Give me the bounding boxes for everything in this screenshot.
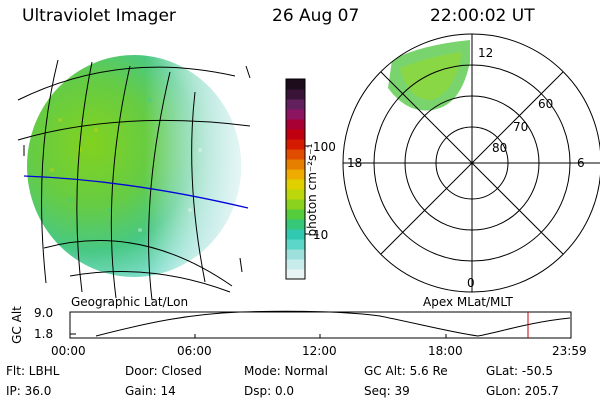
glat-readout: GLat: -50.5 [486,364,553,378]
colorbar-cell [286,79,305,90]
image-date: 26 Aug 07 [272,6,360,26]
meridian-line [191,91,206,283]
mlt-label-0: 0 [467,276,475,290]
mlt-label-18: 18 [347,156,363,170]
terminator-line [23,175,249,209]
meridian-line [76,61,93,293]
ip-readout: IP: 36.0 [6,384,52,398]
seq-readout: Seq: 39 [364,384,410,398]
colorbar [286,79,305,280]
time-tick-1200: 12:00 [302,344,337,358]
meridian-line [110,65,131,299]
geographic-image [27,55,241,277]
mlat-label-70: 70 [513,120,529,134]
image-time: 22:00:02 UT [430,6,535,26]
colorbar-cell [286,139,305,150]
time-tick-0600: 06:00 [177,344,212,358]
colorbar-cell [286,259,305,270]
time-tick-1800: 18:00 [428,344,463,358]
geographic-grid [17,59,251,301]
parallel-line [43,240,233,287]
altitude-tick-9: 9.0 [34,306,54,320]
meridian-line [148,71,171,301]
colorbar-cell [286,199,305,210]
colorbar-tick-label-10: 10 [313,228,329,242]
door-readout: Door: Closed [125,364,202,378]
gc-alt-readout: GC Alt: 5.6 Re [364,364,448,378]
glon-readout: GLon: 205.7 [486,384,559,398]
mlt-label-6: 6 [577,156,585,170]
colorbar-cell [286,209,305,220]
mode-readout: Mode: Normal [244,364,328,378]
colorbar-cell [286,129,305,140]
parallel-line [69,271,231,293]
parallel-line [17,119,251,141]
time-tick-0000: 00:00 [51,344,86,358]
mlat-label-80: 80 [492,141,508,155]
grid-tick [245,65,251,79]
colorbar-cell [286,189,305,200]
colorbar-cell [286,229,305,240]
instrument-title: Ultraviolet Imager [22,6,176,26]
polar-grid [342,33,600,293]
colorbar-cell [286,89,305,100]
filter-readout: Flt: LBHL [6,364,60,378]
colorbar-cell [286,119,305,130]
polar-emission-core [400,52,462,100]
mlt-diagonal [380,71,564,255]
gain-readout: Gain: 14 [125,384,176,398]
colorbar-frame [285,78,306,280]
colorbar-cell [286,219,305,230]
apex-caption: Apex MLat/MLT [423,295,513,309]
geographic-caption: Geographic Lat/Lon [71,295,189,309]
parallel-line [17,66,236,101]
colorbar-cell [286,149,305,160]
colorbar-cell [286,269,305,280]
mlt-label-12: 12 [478,46,494,60]
time-tick-2359: 23:59 [552,344,587,358]
grid-tick [239,257,243,273]
disk-dayside-fade [27,55,241,277]
altitude-tick-1-8: 1.8 [34,327,54,341]
dsp-readout: Dsp: 0.0 [244,384,295,398]
colorbar-cell [286,249,305,260]
altitude-axis-label: GC Alt [10,306,24,344]
colorbar-cell [286,169,305,180]
colorbar-tick-label-100: 100 [313,140,336,154]
orbit-altitude-curve [95,310,571,337]
colorbar-cell [286,239,305,250]
colorbar-cell [286,99,305,110]
colorbar-cell [286,159,305,170]
colorbar-cell [286,109,305,120]
mlat-label-60: 60 [538,97,554,111]
colorbar-cell [286,179,305,190]
colorbar-unit-label: photon cm⁻²s⁻¹ [305,143,319,237]
